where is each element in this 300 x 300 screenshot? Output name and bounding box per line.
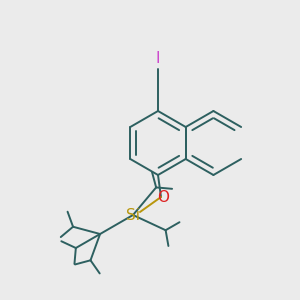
Text: O: O bbox=[157, 190, 169, 206]
Text: I: I bbox=[156, 51, 160, 66]
Text: Si: Si bbox=[126, 208, 140, 223]
